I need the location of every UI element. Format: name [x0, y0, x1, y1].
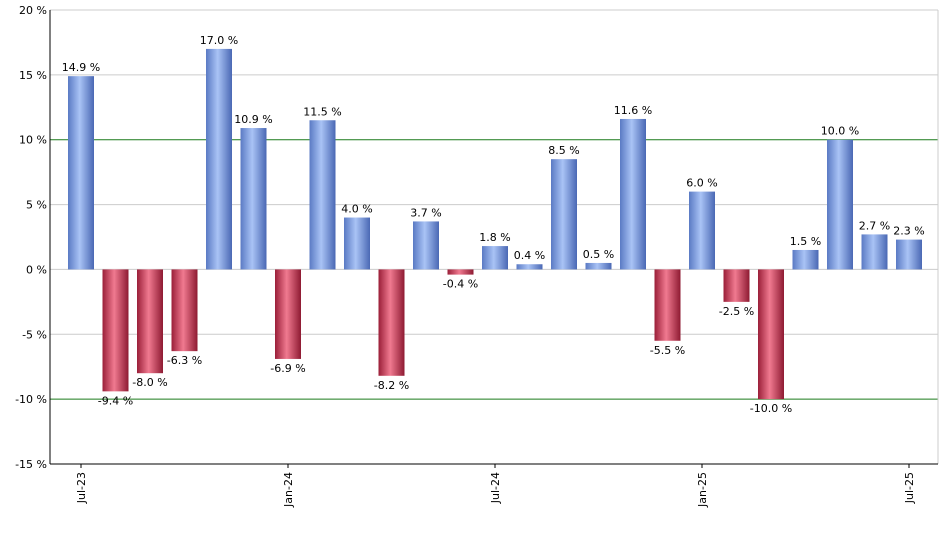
bar [654, 269, 681, 341]
y-tick-label: 10 % [19, 134, 47, 147]
bars [68, 48, 922, 400]
bar [413, 221, 439, 270]
x-tick-label: Jul-25 [903, 472, 916, 504]
bar [447, 269, 474, 275]
y-tick-label: -10 % [15, 393, 47, 406]
axes: 20 % 15 % 10 % 5 % 0 % -5 % -10 % -15 % Jul-23 Ja… [15, 4, 939, 508]
bar-value-label: 11.6 % [614, 104, 652, 117]
bar [378, 269, 405, 376]
data-labels: 14.9 % -9.4 % -8.0 %-6.3 % 17.0 % 10.9 % -6.9… [62, 34, 925, 415]
y-tick-label: 5 % [26, 199, 47, 212]
bar-value-label: -5.5 % [650, 344, 685, 357]
bar-value-label: -10.0 % [750, 402, 792, 415]
y-tick-label: 15 % [19, 69, 47, 82]
bar [102, 269, 129, 392]
bar-value-label: 8.5 % [548, 144, 579, 157]
bar-value-label: 3.7 % [410, 206, 441, 219]
bar-value-label: -6.9 % [270, 362, 305, 375]
x-tick-label: Jul-23 [75, 472, 88, 504]
bar-value-label: 6.0 % [686, 177, 717, 190]
bar [689, 191, 715, 270]
bar-value-label: -8.2 % [374, 379, 409, 392]
bar-value-label: -0.4 % [443, 278, 478, 291]
bar [792, 249, 819, 270]
bar-value-label: 17.0 % [200, 34, 238, 47]
bar-value-label: 2.3 % [893, 225, 924, 238]
bar [206, 48, 232, 270]
bar [896, 239, 922, 270]
bar [68, 76, 94, 270]
bar-value-label: 1.8 % [479, 231, 510, 244]
y-tick-label: -5 % [22, 328, 47, 341]
bar [861, 234, 888, 270]
bar-value-label: 10.9 % [234, 113, 272, 126]
x-tick-label: Jan-25 [696, 472, 709, 508]
bar [344, 217, 370, 270]
bar [758, 269, 784, 400]
y-tick-label: 20 % [19, 4, 47, 17]
bar [482, 246, 508, 270]
x-tick-label: Jul-24 [489, 472, 502, 504]
bar-value-label: 2.7 % [859, 219, 890, 232]
bar [516, 264, 543, 270]
bar-value-label: 1.5 % [790, 235, 821, 248]
bar [171, 269, 198, 352]
bar [723, 269, 750, 302]
bar [551, 159, 577, 270]
bar-value-label: -6.3 % [167, 354, 202, 367]
bar-value-label: -9.4 % [98, 394, 133, 407]
bar-value-label: -2.5 % [719, 305, 754, 318]
bar-value-label: 11.5 % [303, 105, 341, 118]
bar-value-label: 4.0 % [341, 203, 372, 216]
bar [137, 269, 163, 374]
bar-value-label: 10.0 % [821, 125, 859, 138]
y-tick-label: 0 % [26, 263, 47, 276]
bar [827, 139, 853, 270]
y-tick-label: -15 % [15, 458, 47, 471]
bar-value-label: -8.0 % [132, 376, 167, 389]
bar-value-label: 0.4 % [514, 249, 545, 262]
bar-value-label: 14.9 % [62, 61, 100, 74]
bar [240, 128, 267, 270]
x-tick-label: Jan-24 [282, 472, 295, 508]
bar [309, 120, 336, 270]
bar [620, 118, 646, 270]
bar-value-label: 0.5 % [583, 248, 614, 261]
bar [585, 262, 612, 270]
bar [275, 269, 301, 359]
